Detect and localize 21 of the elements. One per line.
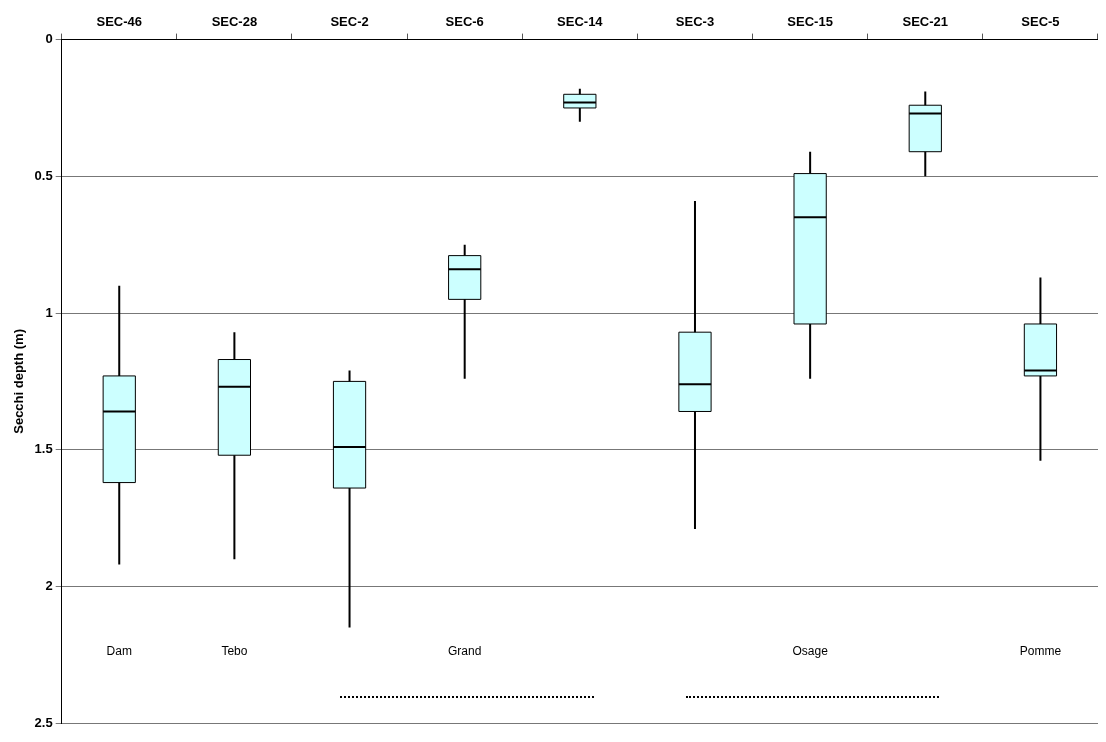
x-tick-label: SEC-15 [787, 14, 833, 30]
x-tick-label: SEC-5 [1021, 14, 1060, 30]
x-tick-label: SEC-28 [211, 14, 258, 30]
y-axis-title: Secchi depth (m) [11, 329, 27, 434]
y-tick-label: 1 [45, 304, 53, 320]
y-tick-label: 2 [45, 578, 53, 594]
annotation: Osage [792, 643, 829, 658]
annotation: Grand [448, 643, 482, 658]
x-tick-label: SEC-21 [902, 14, 949, 30]
x-tick-label: SEC-46 [96, 14, 143, 30]
y-tick-label: 0.5 [34, 167, 53, 183]
annotation: Dam [106, 643, 132, 658]
x-tick-label: SEC-14 [557, 14, 604, 30]
y-tick-label: 1.5 [34, 441, 53, 457]
annotation: Tebo [221, 643, 248, 658]
x-tick-label: SEC-3 [675, 14, 715, 30]
x-tick-label: SEC-2 [330, 14, 369, 30]
x-tick-label: SEC-6 [445, 14, 484, 30]
y-tick-label: 2.5 [34, 714, 53, 730]
annotation: Pomme [1019, 643, 1062, 658]
y-tick-label: 0 [45, 31, 53, 47]
